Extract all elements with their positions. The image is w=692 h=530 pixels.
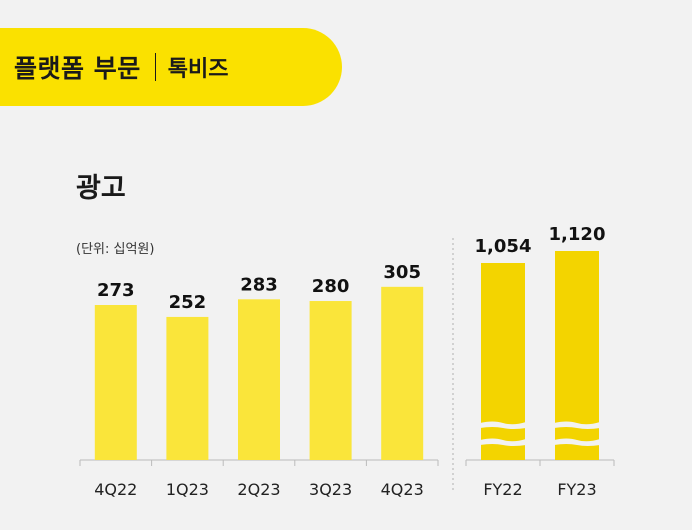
- value-label-2Q23: 283: [240, 274, 278, 295]
- value-label-FY22: 1,054: [475, 236, 532, 257]
- section-banner: 플랫폼 부문 톡비즈: [0, 28, 342, 106]
- bar-FY22: [481, 263, 525, 460]
- x-tick-label-2Q23: 2Q23: [237, 480, 280, 499]
- value-label-4Q22: 273: [97, 280, 135, 301]
- banner-subtitle: 톡비즈: [167, 57, 229, 82]
- banner-divider: [154, 53, 156, 81]
- banner-title: 플랫폼 부문: [14, 54, 141, 83]
- bar-1Q23: [166, 316, 209, 460]
- axis-break-gap: [480, 438, 526, 446]
- value-label-4Q23: 305: [383, 262, 421, 283]
- x-tick-label-4Q22: 4Q22: [94, 480, 137, 499]
- bar-3Q23: [309, 301, 352, 460]
- bar-4Q23: [381, 286, 424, 460]
- axis-break-gap: [480, 421, 526, 429]
- unit-note: (단위: 십억원): [76, 242, 155, 257]
- banner-content: 플랫폼 부문 톡비즈: [14, 28, 228, 106]
- section-title: 광고: [76, 173, 126, 204]
- x-tick-label-3Q23: 3Q23: [309, 480, 352, 499]
- axis-break-gap: [554, 421, 600, 429]
- axis-break-gap: [554, 438, 600, 446]
- x-tick-label-FY23: FY23: [557, 480, 596, 499]
- bar-4Q22: [94, 305, 137, 460]
- x-tick-label-1Q23: 1Q23: [166, 480, 209, 499]
- value-label-FY23: 1,120: [549, 224, 606, 245]
- value-label-1Q23: 252: [169, 292, 207, 313]
- x-tick-label-4Q23: 4Q23: [381, 480, 424, 499]
- x-tick-label-FY22: FY22: [483, 480, 522, 499]
- value-label-3Q23: 280: [312, 276, 350, 297]
- bar-2Q23: [238, 299, 280, 460]
